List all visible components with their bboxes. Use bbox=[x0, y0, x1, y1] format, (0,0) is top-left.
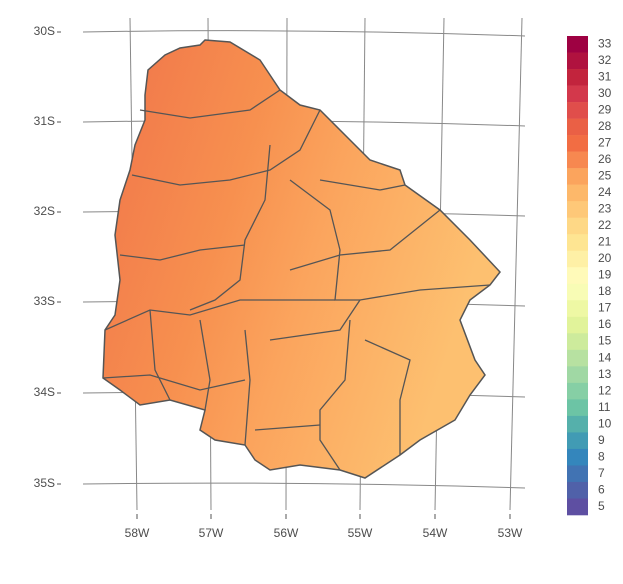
legend-label: 6 bbox=[598, 482, 605, 496]
legend-swatch bbox=[567, 267, 588, 285]
country-shape bbox=[102, 39, 501, 479]
legend-swatch bbox=[567, 102, 588, 119]
legend-swatch bbox=[567, 448, 588, 466]
legend-swatch bbox=[567, 168, 588, 185]
legend-label: 24 bbox=[598, 185, 612, 199]
lat-label: 35S bbox=[34, 476, 55, 490]
legend-label: 13 bbox=[598, 367, 612, 381]
legend-label: 32 bbox=[598, 53, 612, 67]
legend-label: 20 bbox=[598, 251, 612, 265]
legend-label: 21 bbox=[598, 235, 612, 249]
lon-label: 54W bbox=[423, 526, 448, 540]
legend-label: 18 bbox=[598, 284, 612, 298]
legend-swatch bbox=[567, 316, 588, 334]
legend-swatch bbox=[567, 366, 588, 384]
legend-swatch bbox=[567, 234, 588, 252]
legend-label: 14 bbox=[598, 350, 612, 364]
legend-swatch bbox=[567, 399, 588, 417]
legend-swatch bbox=[567, 52, 588, 70]
lat-label: 32S bbox=[34, 204, 55, 218]
lon-label: 56W bbox=[274, 526, 299, 540]
legend-swatch bbox=[567, 465, 588, 483]
legend-swatch bbox=[567, 300, 588, 318]
legend: 33 32 31 30 29 28 27 26 25 24 23 22 21 20 19 18 17 16 15 14… bbox=[567, 36, 612, 516]
legend-label: 28 bbox=[598, 119, 612, 133]
lon-label: 55W bbox=[348, 526, 373, 540]
lon-label: 58W bbox=[125, 526, 150, 540]
legend-swatch bbox=[567, 481, 588, 499]
legend-label: 19 bbox=[598, 268, 612, 282]
legend-label: 23 bbox=[598, 202, 612, 216]
legend-label: 12 bbox=[598, 383, 612, 397]
legend-swatch bbox=[567, 85, 588, 103]
legend-label: 26 bbox=[598, 152, 612, 166]
departments bbox=[102, 89, 491, 471]
legend-label: 27 bbox=[598, 136, 612, 150]
legend-swatch bbox=[567, 382, 588, 400]
legend-swatch bbox=[567, 36, 588, 53]
legend-label: 30 bbox=[598, 86, 612, 100]
lat-label: 31S bbox=[34, 114, 55, 128]
legend-label: 29 bbox=[598, 102, 612, 116]
legend-label: 17 bbox=[598, 301, 612, 315]
legend-label: 31 bbox=[598, 69, 612, 83]
legend-swatch bbox=[567, 217, 588, 235]
legend-label: 15 bbox=[598, 334, 612, 348]
legend-swatch bbox=[567, 283, 588, 301]
legend-label: 16 bbox=[598, 317, 612, 331]
legend-swatch bbox=[567, 201, 588, 218]
legend-label: 10 bbox=[598, 416, 612, 430]
lat-label: 30S bbox=[34, 24, 55, 38]
lon-axis: 58W 57W 56W 55W 54W 53W bbox=[125, 514, 523, 540]
legend-label: 9 bbox=[598, 433, 605, 447]
lat-axis: 30S 31S 32S 33S 34S 35S bbox=[34, 24, 61, 490]
legend-swatch bbox=[567, 151, 588, 169]
legend-swatch bbox=[567, 432, 588, 450]
legend-label: 25 bbox=[598, 169, 612, 183]
legend-swatch bbox=[567, 69, 588, 86]
legend-label: 8 bbox=[598, 449, 605, 463]
lat-label: 34S bbox=[34, 385, 55, 399]
legend-swatch bbox=[567, 498, 588, 516]
legend-swatch bbox=[567, 349, 588, 367]
legend-swatch bbox=[567, 184, 588, 202]
legend-swatch bbox=[567, 135, 588, 152]
legend-swatch bbox=[567, 250, 588, 268]
legend-swatch bbox=[567, 118, 588, 136]
legend-label: 11 bbox=[598, 400, 611, 414]
legend-label: 5 bbox=[598, 499, 605, 513]
legend-swatch bbox=[567, 333, 588, 351]
lat-label: 33S bbox=[34, 294, 55, 308]
legend-label: 7 bbox=[598, 466, 605, 480]
legend-label: 22 bbox=[598, 218, 612, 232]
lon-label: 53W bbox=[498, 526, 523, 540]
lon-label: 57W bbox=[199, 526, 224, 540]
legend-swatch bbox=[567, 415, 588, 433]
legend-label: 33 bbox=[598, 36, 612, 50]
